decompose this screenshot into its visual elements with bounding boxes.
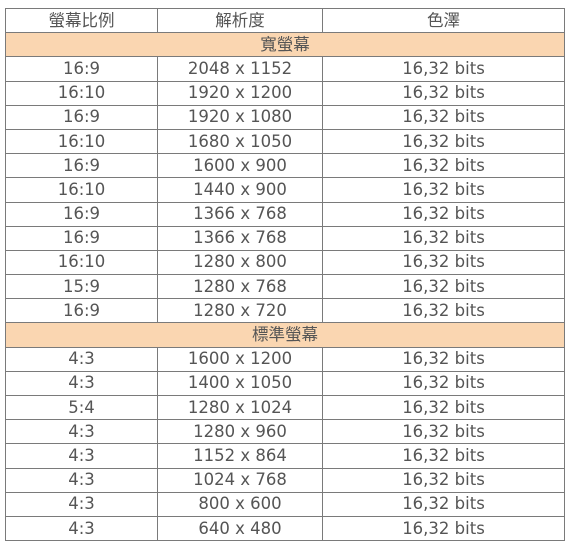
cell-resolution: 1280 x 1024 bbox=[157, 394, 323, 421]
cell-aspect-ratio: 16:10 bbox=[5, 128, 158, 155]
cell-aspect-ratio: 4:3 bbox=[5, 491, 158, 517]
cell-resolution: 800 x 600 bbox=[157, 491, 323, 517]
cell-aspect-ratio: 16:9 bbox=[5, 104, 158, 130]
cell-color-depth: 16,32 bits bbox=[322, 177, 565, 203]
cell-color-depth: 16,32 bits bbox=[322, 419, 565, 445]
table-row: 16:9 1280 x 720 16,32 bits bbox=[5, 298, 565, 324]
table-row: 16:9 1366 x 768 16,32 bits bbox=[5, 201, 565, 227]
cell-color-depth: 16,32 bits bbox=[322, 201, 565, 227]
page-container: 螢幕比例 解析度 色澤 寬螢幕 16:9 2048 x 1152 16,32 bits… bbox=[5, 7, 565, 542]
cell-resolution: 1024 x 768 bbox=[157, 467, 323, 493]
cell-aspect-ratio: 16:9 bbox=[5, 201, 158, 227]
table-row: 4:3 800 x 600 16,32 bits bbox=[5, 491, 565, 517]
cell-resolution: 1680 x 1050 bbox=[157, 128, 323, 155]
cell-color-depth: 16,32 bits bbox=[322, 80, 565, 106]
cell-resolution: 2048 x 1152 bbox=[157, 56, 323, 82]
cell-aspect-ratio: 16:10 bbox=[5, 177, 158, 203]
cell-resolution: 640 x 480 bbox=[157, 515, 323, 542]
cell-color-depth: 16,32 bits bbox=[322, 153, 565, 179]
cell-aspect-ratio: 4:3 bbox=[5, 515, 158, 542]
cell-resolution: 1920 x 1080 bbox=[157, 104, 323, 130]
table-row: 16:10 1920 x 1200 16,32 bits bbox=[5, 80, 565, 106]
table-row: 16:10 1680 x 1050 16,32 bits bbox=[5, 128, 565, 155]
cell-resolution: 1280 x 720 bbox=[157, 298, 323, 324]
table-row: 16:9 1366 x 768 16,32 bits bbox=[5, 225, 565, 251]
cell-color-depth: 16,32 bits bbox=[322, 128, 565, 155]
table-row: 4:3 1152 x 864 16,32 bits bbox=[5, 443, 565, 469]
cell-aspect-ratio: 16:9 bbox=[5, 298, 158, 324]
cell-resolution: 1366 x 768 bbox=[157, 201, 323, 227]
cell-resolution: 1400 x 1050 bbox=[157, 370, 323, 397]
cell-aspect-ratio: 4:3 bbox=[5, 370, 158, 397]
table-header: 螢幕比例 解析度 色澤 bbox=[5, 7, 565, 34]
cell-color-depth: 16,32 bits bbox=[322, 467, 565, 493]
header-row: 螢幕比例 解析度 色澤 bbox=[5, 7, 565, 34]
cell-aspect-ratio: 16:9 bbox=[5, 225, 158, 251]
cell-resolution: 1280 x 960 bbox=[157, 419, 323, 445]
cell-color-depth: 16,32 bits bbox=[322, 443, 565, 469]
cell-resolution: 1280 x 800 bbox=[157, 249, 323, 276]
cell-color-depth: 16,32 bits bbox=[322, 274, 565, 300]
table-row: 4:3 640 x 480 16,32 bits bbox=[5, 515, 565, 542]
cell-aspect-ratio: 15:9 bbox=[5, 274, 158, 300]
section-title: 寬螢幕 bbox=[5, 32, 565, 58]
table-row: 16:9 1920 x 1080 16,32 bits bbox=[5, 104, 565, 130]
cell-color-depth: 16,32 bits bbox=[322, 491, 565, 517]
cell-resolution: 1280 x 768 bbox=[157, 274, 323, 300]
table-body: 寬螢幕 16:9 2048 x 1152 16,32 bits 16:10 1920 x … bbox=[5, 32, 565, 542]
section-title: 標準螢幕 bbox=[5, 322, 565, 348]
cell-aspect-ratio: 16:10 bbox=[5, 249, 158, 276]
cell-color-depth: 16,32 bits bbox=[322, 346, 565, 372]
table-row: 16:10 1440 x 900 16,32 bits bbox=[5, 177, 565, 203]
table-row: 16:10 1280 x 800 16,32 bits bbox=[5, 249, 565, 276]
cell-color-depth: 16,32 bits bbox=[322, 249, 565, 276]
table-row: 16:9 2048 x 1152 16,32 bits bbox=[5, 56, 565, 82]
cell-resolution: 1600 x 1200 bbox=[157, 346, 323, 372]
cell-aspect-ratio: 4:3 bbox=[5, 419, 158, 445]
cell-color-depth: 16,32 bits bbox=[322, 394, 565, 421]
cell-aspect-ratio: 4:3 bbox=[5, 443, 158, 469]
cell-aspect-ratio: 16:10 bbox=[5, 80, 158, 106]
header-resolution: 解析度 bbox=[157, 7, 323, 34]
cell-resolution: 1152 x 864 bbox=[157, 443, 323, 469]
resolution-table: 螢幕比例 解析度 色澤 寬螢幕 16:9 2048 x 1152 16,32 bits… bbox=[5, 7, 565, 542]
cell-color-depth: 16,32 bits bbox=[322, 225, 565, 251]
section-header-row: 寬螢幕 bbox=[5, 32, 565, 58]
table-row: 4:3 1280 x 960 16,32 bits bbox=[5, 419, 565, 445]
cell-aspect-ratio: 4:3 bbox=[5, 346, 158, 372]
section-header-row: 標準螢幕 bbox=[5, 322, 565, 348]
table-row: 15:9 1280 x 768 16,32 bits bbox=[5, 274, 565, 300]
cell-color-depth: 16,32 bits bbox=[322, 104, 565, 130]
cell-aspect-ratio: 16:9 bbox=[5, 153, 158, 179]
table-row: 4:3 1400 x 1050 16,32 bits bbox=[5, 370, 565, 397]
header-color-depth: 色澤 bbox=[322, 7, 565, 34]
cell-color-depth: 16,32 bits bbox=[322, 56, 565, 82]
cell-resolution: 1366 x 768 bbox=[157, 225, 323, 251]
table-row: 5:4 1280 x 1024 16,32 bits bbox=[5, 394, 565, 421]
cell-aspect-ratio: 4:3 bbox=[5, 467, 158, 493]
cell-resolution: 1920 x 1200 bbox=[157, 80, 323, 106]
cell-color-depth: 16,32 bits bbox=[322, 298, 565, 324]
table-row: 16:9 1600 x 900 16,32 bits bbox=[5, 153, 565, 179]
cell-aspect-ratio: 16:9 bbox=[5, 56, 158, 82]
cell-color-depth: 16,32 bits bbox=[322, 515, 565, 542]
table-row: 4:3 1024 x 768 16,32 bits bbox=[5, 467, 565, 493]
cell-resolution: 1600 x 900 bbox=[157, 153, 323, 179]
cell-resolution: 1440 x 900 bbox=[157, 177, 323, 203]
table-row: 4:3 1600 x 1200 16,32 bits bbox=[5, 346, 565, 372]
header-aspect-ratio: 螢幕比例 bbox=[5, 7, 158, 34]
cell-aspect-ratio: 5:4 bbox=[5, 394, 158, 421]
cell-color-depth: 16,32 bits bbox=[322, 370, 565, 397]
